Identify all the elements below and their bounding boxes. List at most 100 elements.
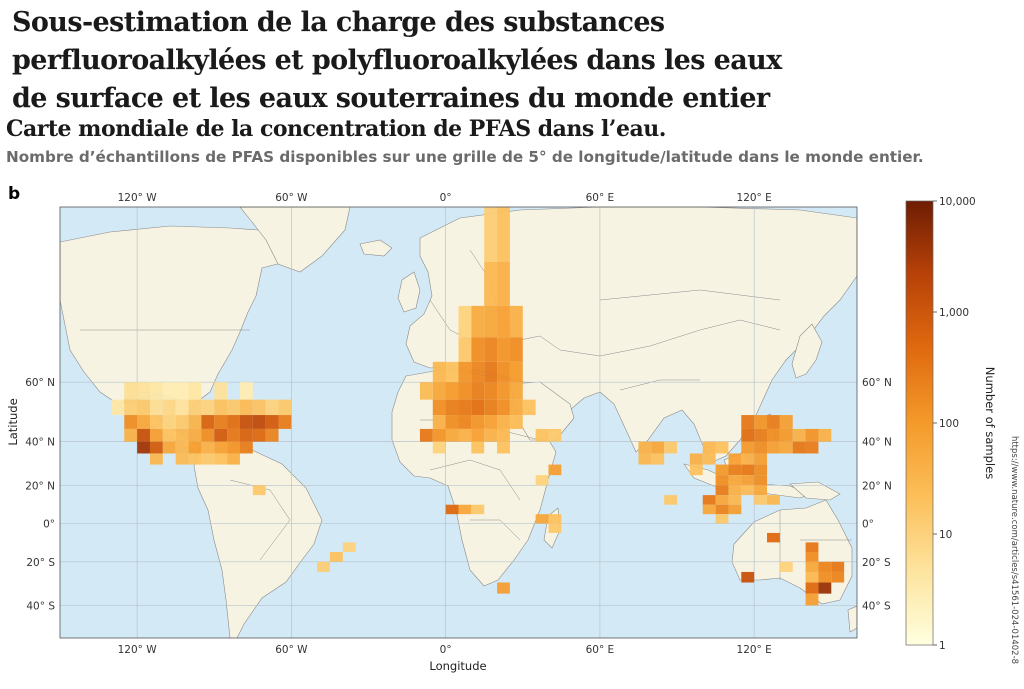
sample-cell xyxy=(471,337,485,362)
sample-cell xyxy=(201,415,215,429)
sample-cell xyxy=(484,262,498,306)
sample-cell xyxy=(509,382,523,400)
sample-cell xyxy=(201,428,215,442)
sample-cell xyxy=(805,542,819,552)
colorbar-tick-label: 1 xyxy=(939,640,946,652)
sample-cell xyxy=(419,382,433,400)
sample-cell xyxy=(252,428,266,442)
sample-cell xyxy=(124,399,138,416)
land-south-america xyxy=(193,437,323,638)
sample-cell xyxy=(689,453,703,465)
sample-cell xyxy=(741,475,755,486)
sample-cell xyxy=(214,415,228,429)
sample-cell xyxy=(137,415,150,429)
sample-cell xyxy=(445,399,459,416)
sample-cell xyxy=(188,399,202,416)
sample-cell xyxy=(497,262,510,306)
sample-cell xyxy=(741,441,755,454)
sample-cell xyxy=(728,495,742,505)
sample-cell xyxy=(214,428,228,442)
sample-cell xyxy=(484,415,498,429)
colorbar xyxy=(905,200,934,646)
sample-cell xyxy=(728,485,742,496)
sample-cell xyxy=(124,382,138,400)
x-axis-title: Longitude xyxy=(429,659,486,673)
land-greenland xyxy=(239,207,351,273)
sample-cell xyxy=(175,428,189,442)
sample-cell xyxy=(149,415,163,429)
sample-cell xyxy=(201,453,215,465)
sample-cell xyxy=(522,399,536,416)
sample-cell xyxy=(754,428,768,442)
sample-cell xyxy=(162,441,176,454)
sample-cell xyxy=(728,504,742,515)
lat-tick-label-right: 40° S xyxy=(862,600,891,612)
sample-cell xyxy=(548,523,562,533)
sample-cell xyxy=(445,428,459,442)
lat-tick-label-right: 20° S xyxy=(862,557,891,569)
sample-cell xyxy=(728,475,742,486)
sample-cell xyxy=(728,464,742,476)
sample-cell xyxy=(754,415,768,429)
y-axis-title: Latitude xyxy=(6,398,20,445)
lat-tick-label-left: 0° xyxy=(43,519,55,531)
map-subtitle: Carte mondiale de la concentration de PF… xyxy=(6,116,666,142)
sample-cell xyxy=(149,382,163,400)
sample-cell xyxy=(497,207,510,263)
sample-cell xyxy=(471,428,485,442)
sample-cell xyxy=(754,495,768,505)
sample-cell xyxy=(317,561,330,572)
lon-tick-label-top: 60° E xyxy=(586,192,615,204)
sample-cell xyxy=(471,399,485,416)
sample-cell xyxy=(175,453,189,465)
sample-cell xyxy=(535,514,549,524)
sample-cell xyxy=(754,475,768,486)
sample-cell xyxy=(458,305,472,338)
sample-cell xyxy=(831,571,845,583)
sample-cell xyxy=(471,504,485,515)
lon-tick-label-top: 0° xyxy=(440,192,452,204)
sample-cell xyxy=(741,453,755,465)
land-new-guinea xyxy=(789,481,841,501)
lat-tick-label-left: 40° N xyxy=(25,437,55,449)
sample-cell xyxy=(445,361,459,383)
sample-cell xyxy=(715,485,729,496)
sample-cell xyxy=(458,415,472,429)
sample-cell xyxy=(227,399,240,416)
sample-cell xyxy=(188,415,202,429)
sample-cell xyxy=(471,305,485,338)
sample-cell xyxy=(471,441,485,454)
sample-cell xyxy=(497,382,510,400)
sample-cell xyxy=(149,399,163,416)
sample-cell xyxy=(805,571,819,583)
sample-cell xyxy=(754,464,768,476)
sample-cell xyxy=(509,415,523,429)
sample-cell xyxy=(805,428,819,442)
sample-cell xyxy=(767,415,780,429)
sample-cell xyxy=(818,428,832,442)
sample-cell xyxy=(651,453,665,465)
sample-cell xyxy=(445,415,459,429)
sample-cell xyxy=(252,399,266,416)
sample-cell xyxy=(239,382,253,400)
sample-cell xyxy=(779,415,793,429)
sample-cell xyxy=(805,582,819,594)
sample-cell xyxy=(779,561,793,572)
sample-cell xyxy=(252,485,266,496)
sample-cell xyxy=(162,415,176,429)
sample-cell xyxy=(432,382,446,400)
sample-cell xyxy=(754,441,768,454)
sample-cell xyxy=(509,305,523,338)
colorbar-tick-label: 100 xyxy=(939,418,959,430)
sample-cell xyxy=(767,532,780,543)
lon-tick-label-bottom: 0° xyxy=(440,644,452,656)
sample-cell xyxy=(239,415,253,429)
sample-cell xyxy=(805,441,819,454)
sample-cell xyxy=(805,551,819,562)
colorbar-tick-label: 1,000 xyxy=(939,307,969,319)
sample-cell xyxy=(715,441,729,454)
sample-cell xyxy=(111,399,125,416)
sample-cell xyxy=(484,337,498,362)
sample-cell xyxy=(252,415,266,429)
